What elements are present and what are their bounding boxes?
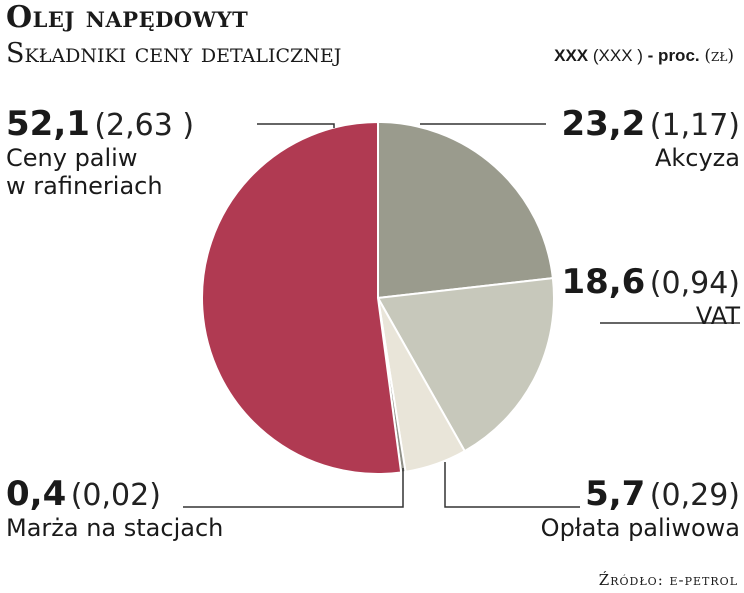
label-vat: 18,6 (0,94) VAT: [561, 262, 740, 330]
amount-vat: (0,94): [649, 266, 740, 301]
legend-unit2: (zł): [704, 46, 734, 66]
leader-marza: [183, 468, 404, 508]
legend-key: XXX (XXX ) - proc. (zł): [554, 46, 734, 66]
value-oplata: 5,7: [585, 474, 646, 514]
value-marza: 0,4: [6, 474, 67, 514]
leader-oplata: [444, 462, 580, 508]
amount-oplata: (0,29): [649, 478, 740, 513]
name-marza: Marża na stacjach: [6, 514, 224, 542]
label-akcyza: 23,2 (1,17) Akcyza: [561, 104, 740, 172]
leader-rafinerie: [257, 123, 335, 128]
slice-rafinerie: [201, 120, 403, 475]
amount-akcyza: (1,17): [649, 108, 740, 143]
legend-paren: (XXX ): [592, 46, 643, 65]
label-oplata: 5,7 (0,29) Opłata paliwowa: [541, 474, 740, 542]
slice-akcyza: [377, 120, 554, 300]
value-rafinerie: 52,1: [6, 104, 90, 144]
slice-vat: [376, 277, 555, 453]
source-note: Źródło: e-petrol: [598, 571, 738, 589]
amount-rafinerie: (2,63 ): [94, 108, 195, 143]
legend-unit: - proc.: [647, 46, 700, 65]
name-rafinerie-1: Ceny paliw: [6, 144, 138, 172]
value-akcyza: 23,2: [561, 104, 646, 144]
name-oplata: Opłata paliwowa: [540, 514, 740, 542]
value-vat: 18,6: [561, 262, 646, 302]
name-vat: VAT: [695, 302, 740, 330]
name-rafinerie-2: w rafineriach: [6, 172, 163, 200]
name-akcyza: Akcyza: [654, 144, 740, 172]
label-rafinerie: 52,1 (2,63 ) Ceny paliw w rafineriach: [6, 104, 194, 200]
legend-main: XXX: [554, 46, 589, 65]
amount-marza: (0,02): [70, 478, 161, 513]
label-marza: 0,4 (0,02) Marża na stacjach: [6, 474, 223, 542]
chart-title: Olej napędowyt: [6, 0, 249, 35]
chart-subtitle: Składniki ceny detalicznej: [6, 38, 342, 69]
